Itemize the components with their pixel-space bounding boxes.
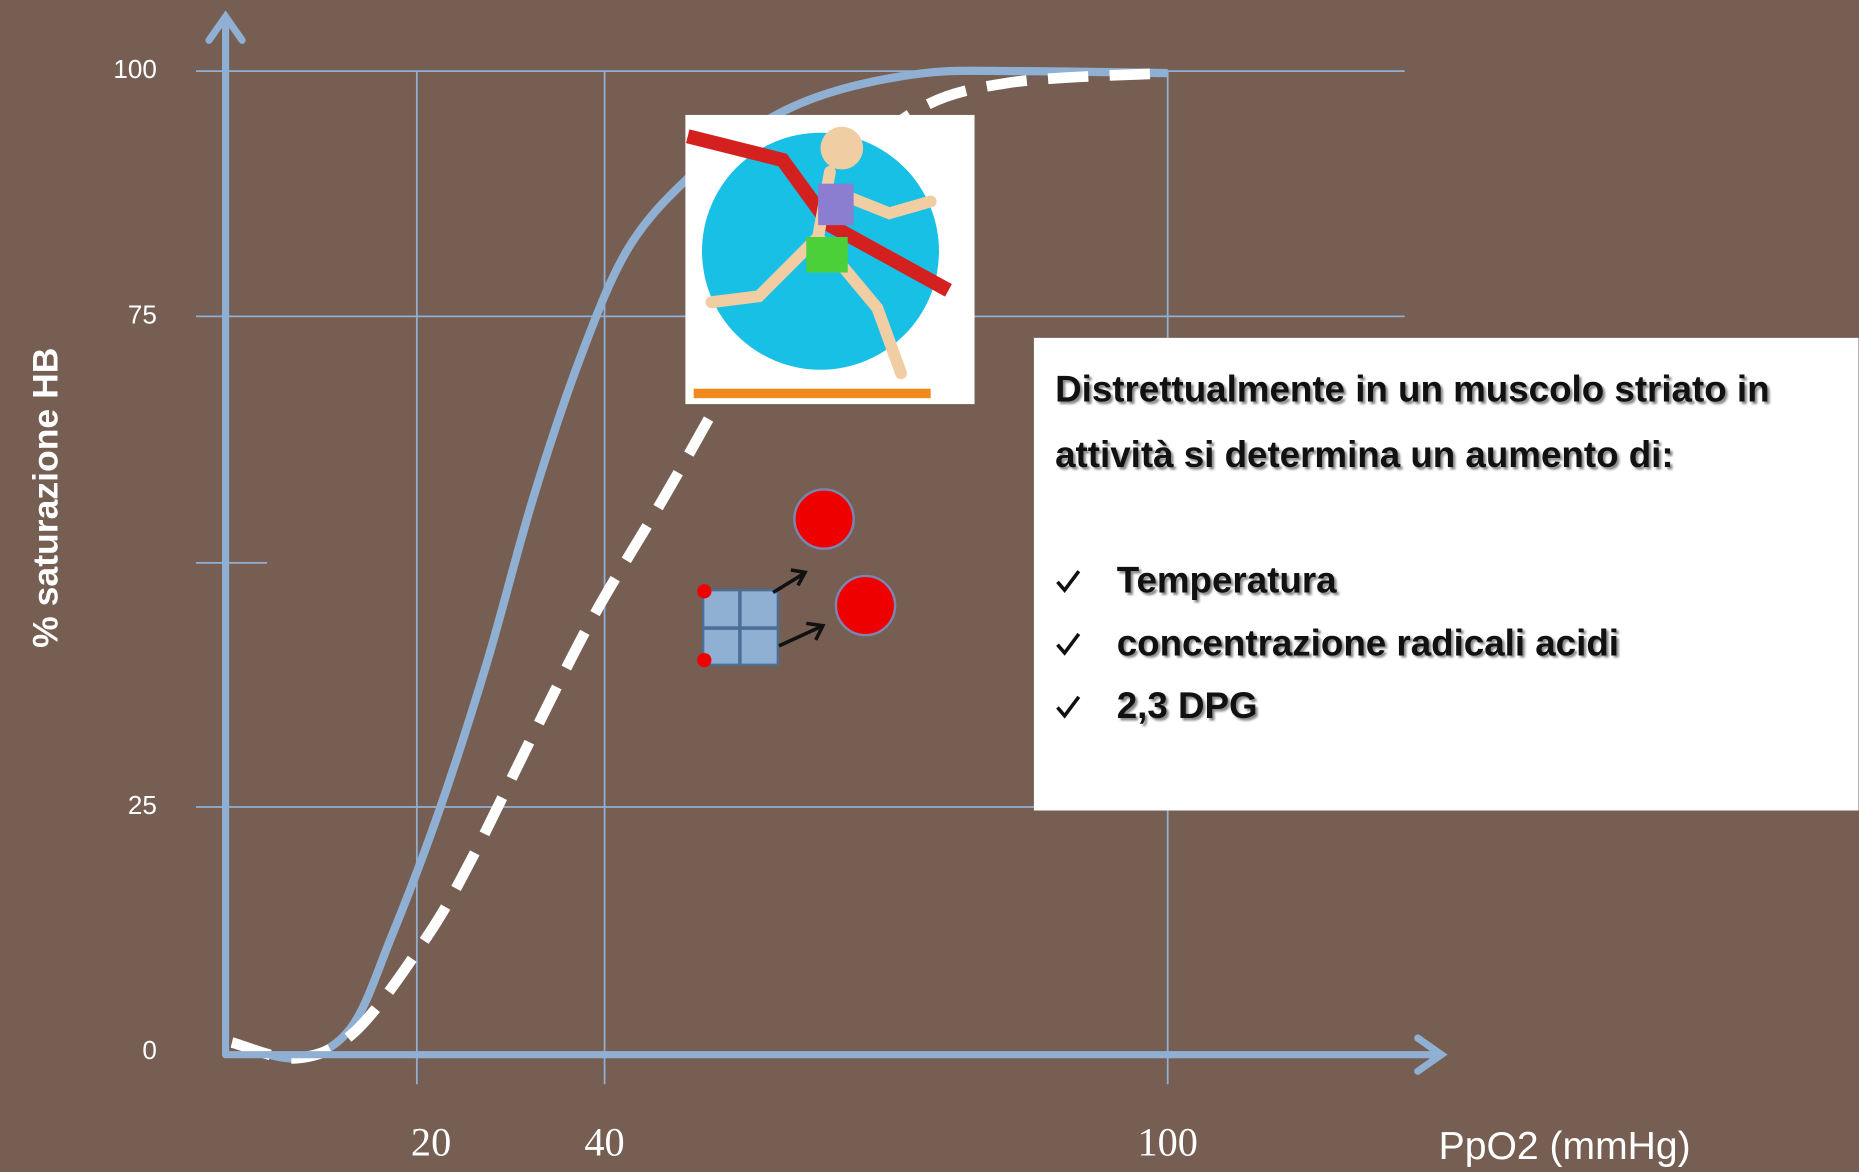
check-icon (1056, 632, 1081, 656)
x-tick-label: 40 (584, 1119, 624, 1164)
y-tick-label: 0 (142, 1035, 157, 1065)
callout: Distrettualmente in un muscolo striato i… (1033, 337, 1859, 811)
y-axis (205, 10, 246, 1059)
curve (230, 67, 1169, 1064)
x-tick-label: 20 (411, 1119, 451, 1164)
molecule-diagram (697, 488, 897, 668)
x-axis (222, 1034, 1448, 1075)
runner-image (685, 114, 975, 405)
callout-box: Distrettualmente in un muscolo striato i… (1033, 337, 1859, 811)
y-tick-label: 25 (128, 790, 157, 820)
callout-item-text: concentrazione radicali acidi (1116, 622, 1619, 664)
callout-list: Temperatura concentrazione radicali acidi… (1055, 549, 1837, 737)
callout-item: 2,3 DPG (1055, 674, 1837, 737)
callout-heading: Distrettualmente in un muscolo striato i… (1055, 368, 1770, 476)
x-tick-label: 100 (1137, 1119, 1197, 1164)
y-tick-label: 75 (128, 299, 157, 329)
curve (230, 66, 1168, 1063)
check-icon (1056, 695, 1081, 719)
callout-item: Temperatura (1055, 549, 1837, 612)
callout-item-text: Temperatura (1116, 559, 1337, 601)
x-axis-label: PpO2 (mmHg) (1439, 1125, 1691, 1168)
callout-item: concentrazione radicali acidi (1055, 611, 1837, 674)
callout-item-text: 2,3 DPG (1116, 684, 1258, 727)
check-icon (1056, 569, 1081, 593)
y-tick-label: 100 (113, 54, 156, 84)
y-axis-label: % saturazione HB (25, 348, 65, 648)
